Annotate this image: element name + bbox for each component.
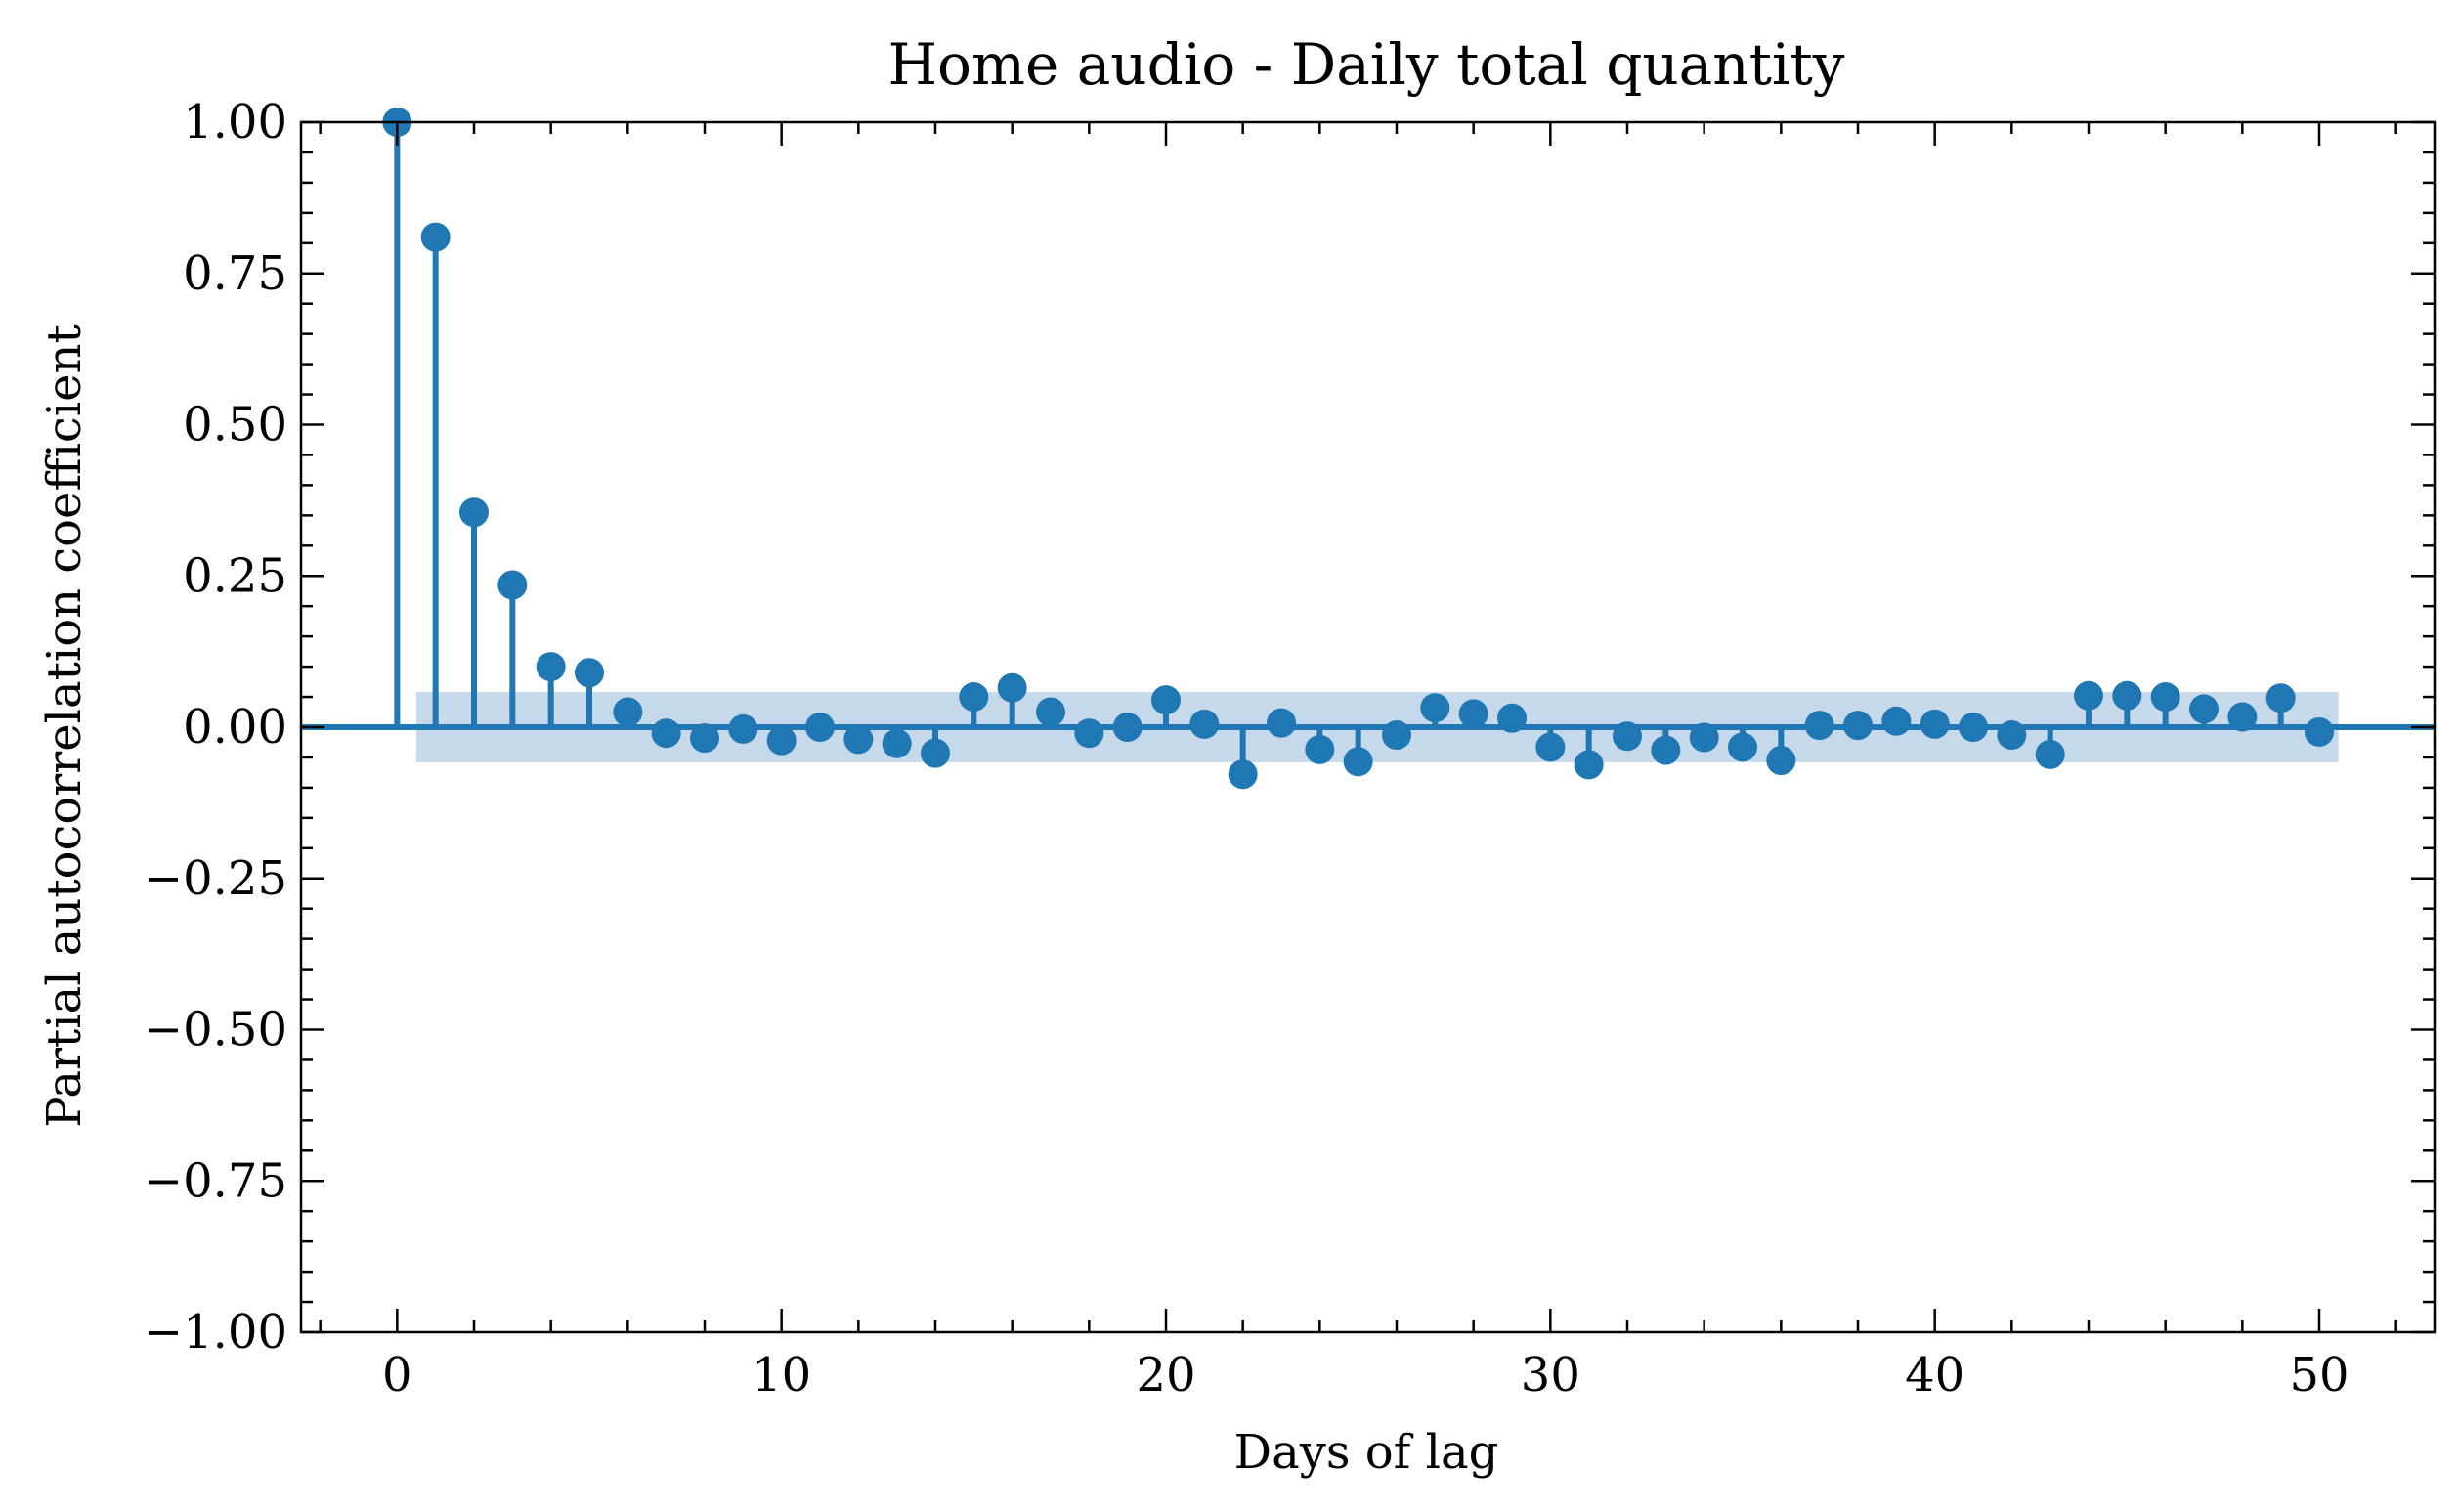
marker-lag-50	[2305, 716, 2334, 747]
marker-lag-47	[2189, 694, 2219, 724]
marker-lag-10	[766, 725, 797, 756]
marker-lag-13	[882, 728, 912, 758]
marker-lag-14	[921, 738, 950, 768]
marker-lag-28	[1458, 699, 1488, 729]
marker-lag-4	[536, 652, 566, 682]
x-tick-label: 30	[1521, 1348, 1580, 1403]
y-tick-label: −0.25	[144, 851, 287, 906]
marker-lag-23	[1267, 708, 1296, 738]
chart-title: Home audio - Daily total quantity	[887, 31, 1844, 98]
marker-lag-26	[1382, 720, 1411, 751]
marker-lag-44	[2074, 680, 2103, 711]
marker-lag-46	[2150, 682, 2180, 713]
marker-lag-29	[1497, 703, 1527, 733]
marker-lag-40	[1920, 709, 1950, 739]
y-tick-label: 1.00	[183, 95, 287, 150]
marker-lag-32	[1613, 721, 1642, 752]
y-tick-label: −0.75	[144, 1153, 287, 1208]
marker-lag-21	[1189, 709, 1220, 739]
y-tick-label: 0.25	[183, 548, 287, 603]
marker-lag-9	[728, 713, 758, 744]
marker-lag-5	[575, 658, 604, 688]
marker-lag-17	[1036, 697, 1065, 727]
marker-lag-27	[1420, 693, 1450, 723]
marker-lag-7	[651, 718, 681, 749]
x-tick-label: 40	[1905, 1348, 1964, 1403]
x-tick-label: 10	[752, 1348, 811, 1403]
marker-lag-22	[1228, 759, 1258, 790]
marker-lag-12	[843, 724, 874, 755]
marker-lag-39	[1881, 706, 1912, 736]
marker-lag-15	[959, 682, 989, 713]
marker-lag-8	[690, 723, 719, 754]
x-tick-label: 0	[382, 1348, 412, 1403]
marker-lag-42	[1997, 720, 2027, 751]
marker-lag-45	[2112, 680, 2142, 711]
marker-lag-19	[1112, 713, 1143, 742]
marker-lag-48	[2227, 702, 2258, 732]
marker-lag-3	[497, 570, 528, 600]
x-axis-label: Days of lag	[1234, 1425, 1499, 1480]
y-tick-label: 0.75	[183, 246, 287, 301]
marker-lag-6	[613, 697, 643, 727]
x-tick-label: 50	[2289, 1348, 2349, 1403]
marker-lag-35	[1728, 732, 1757, 762]
marker-lag-16	[997, 672, 1027, 703]
y-tick-label: 0.00	[183, 700, 287, 755]
marker-lag-38	[1843, 711, 1873, 741]
marker-lag-30	[1535, 732, 1566, 762]
marker-lag-31	[1574, 750, 1604, 780]
marker-lag-20	[1151, 685, 1181, 715]
marker-lag-25	[1343, 747, 1373, 777]
marker-lag-34	[1689, 722, 1719, 753]
marker-lag-37	[1804, 711, 1834, 741]
marker-lag-11	[805, 713, 835, 742]
marker-lag-49	[2265, 683, 2296, 713]
y-tick-label: −0.50	[144, 1003, 287, 1058]
y-axis-label: Partial autocorrelation coefficient	[37, 324, 92, 1128]
marker-lag-24	[1305, 734, 1335, 764]
marker-lag-43	[2035, 739, 2065, 769]
marker-lag-18	[1074, 718, 1104, 749]
marker-lag-33	[1651, 735, 1681, 765]
y-tick-label: −1.00	[144, 1305, 287, 1360]
y-tick-label: 0.50	[183, 398, 287, 453]
marker-lag-41	[1959, 713, 1988, 742]
x-tick-label: 20	[1136, 1348, 1195, 1403]
marker-lag-1	[420, 222, 451, 252]
marker-lag-2	[459, 497, 489, 528]
marker-lag-36	[1766, 746, 1796, 776]
